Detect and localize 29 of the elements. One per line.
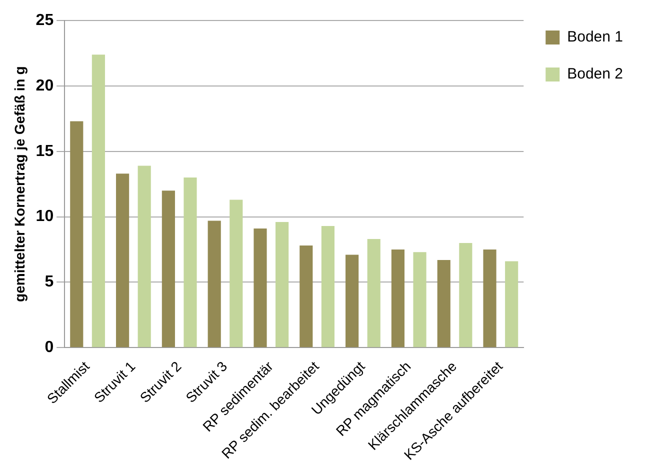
- bar: [162, 190, 175, 348]
- bar: [254, 228, 267, 348]
- bar: [92, 54, 105, 348]
- bar: [459, 242, 472, 348]
- bar: [230, 200, 243, 348]
- bar: [184, 178, 197, 348]
- legend-label: Boden 1: [567, 28, 624, 46]
- legend-label: Boden 2: [567, 66, 624, 83]
- y-tick-label: 20: [36, 77, 54, 94]
- y-tick-label: 10: [36, 208, 54, 226]
- bar: [413, 252, 426, 348]
- bar: [483, 249, 496, 348]
- bar: [346, 254, 359, 348]
- bar: [300, 246, 313, 348]
- bar: [138, 166, 151, 348]
- bar: [321, 226, 334, 348]
- bar: [116, 174, 130, 348]
- bar: [70, 121, 84, 348]
- bar: [208, 220, 221, 348]
- bar: [276, 222, 289, 348]
- bar: [437, 260, 450, 348]
- y-tick-label: 0: [44, 338, 54, 356]
- bar: [505, 261, 518, 348]
- bar: [391, 249, 404, 348]
- y-tick-label: 5: [44, 274, 54, 291]
- y-axis-title: gemittelter Kornertrag je Gefäß in g: [11, 66, 28, 302]
- y-tick-label: 25: [36, 12, 54, 30]
- bar: [367, 239, 380, 348]
- y-tick-label: 15: [36, 142, 54, 160]
